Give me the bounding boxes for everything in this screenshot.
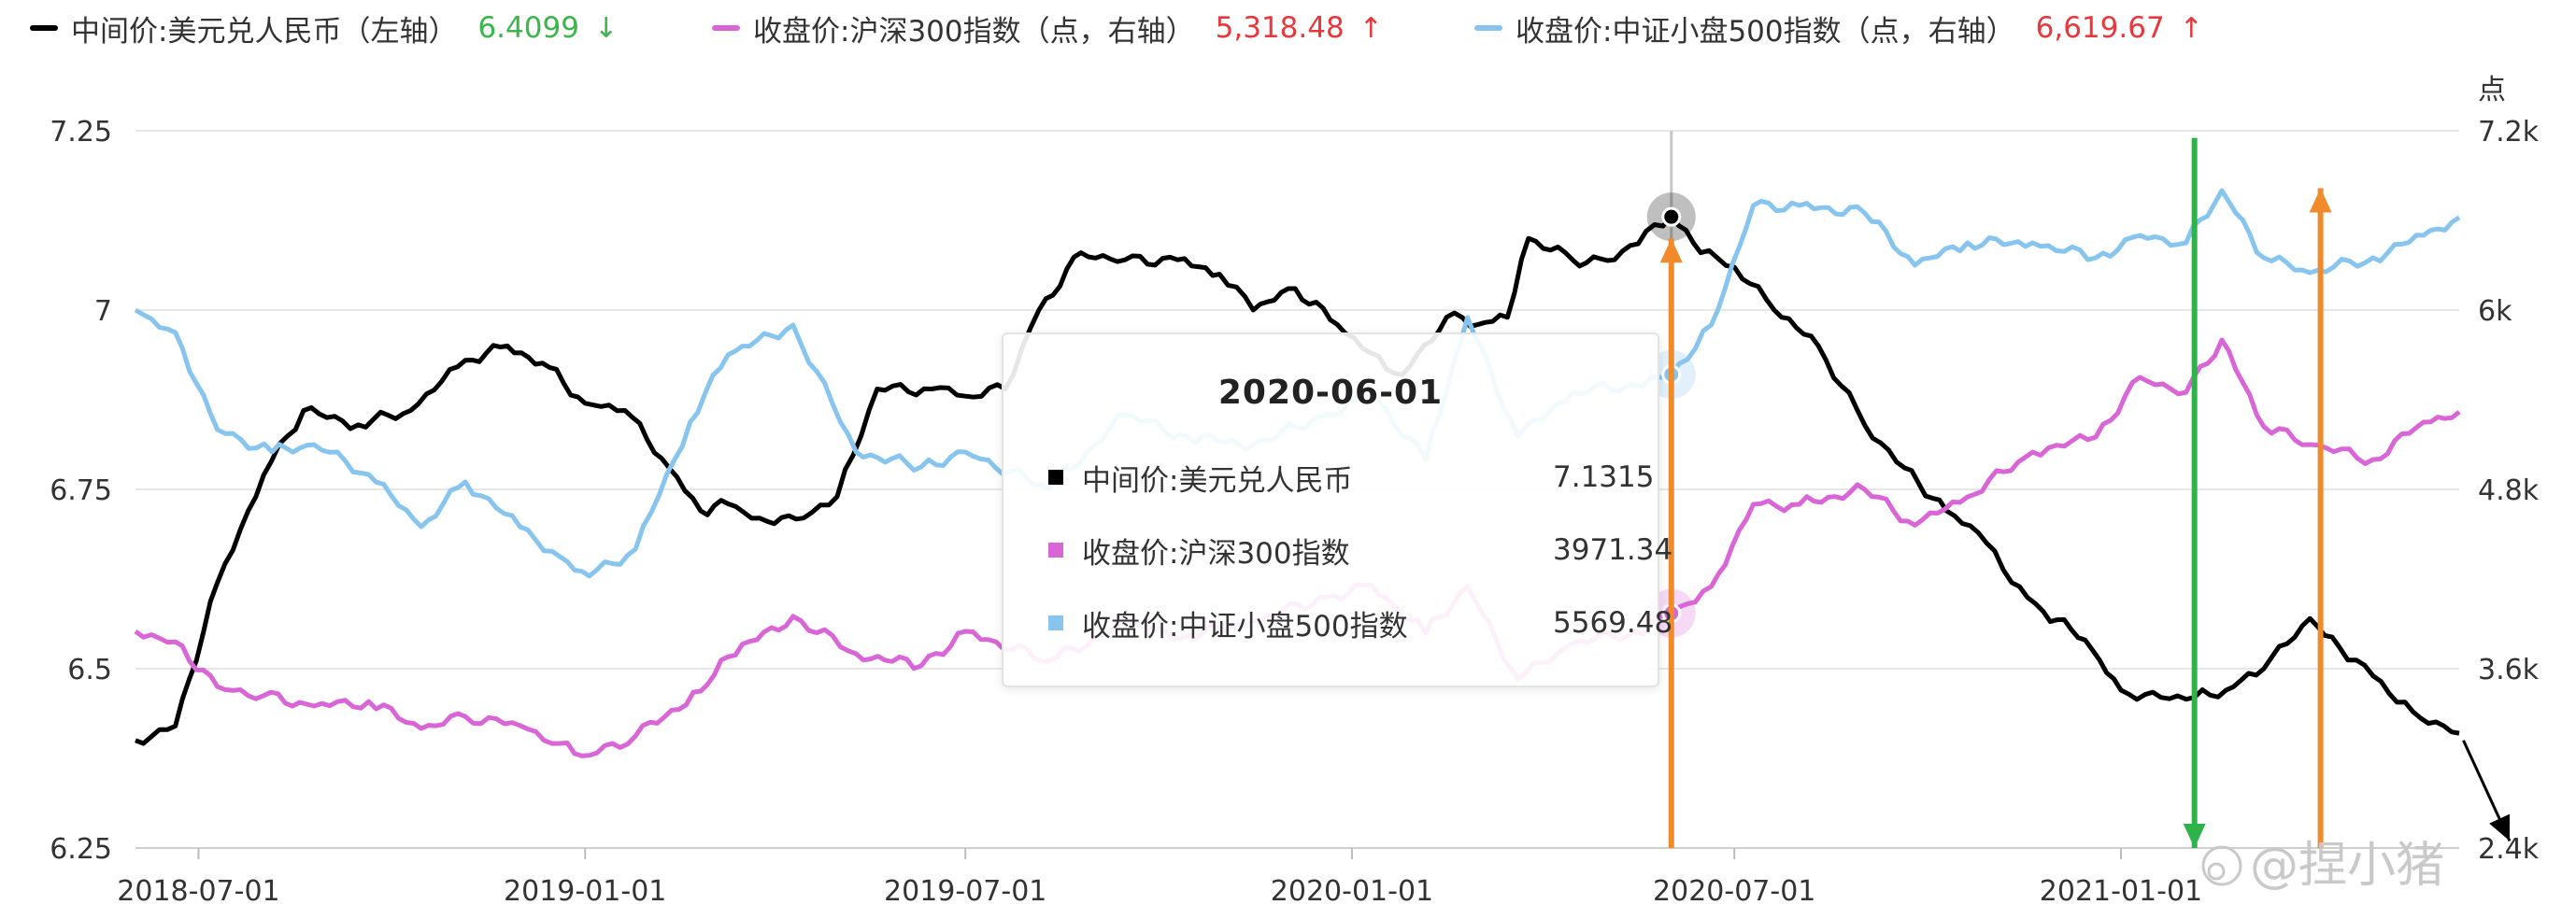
left-y-axis: 6.25 6.5 6.75 7 7.25 [50,116,112,866]
left-y-tick-label: 6.5 [67,654,112,686]
legend-label: 中间价:美元兑人民币（左轴） [71,14,458,49]
arrowhead-icon [2309,188,2332,213]
tooltip-series-name: 收盘价:中证小盘500指数 [1082,609,1408,643]
tooltip-series-value: 5569.48 [1553,606,1673,640]
watermark: @捏小猪 [2201,838,2444,894]
tooltip-series-value: 3971.34 [1553,533,1673,567]
tooltip-series-name: 收盘价:沪深300指数 [1082,536,1350,571]
right-y-tick-label: 6k [2478,295,2512,328]
x-tick-label: 2020-01-01 [1271,875,1433,908]
legend-swatch [30,25,58,31]
tooltip-row-usdcny: 中间价:美元兑人民币 7.1315 [1048,454,1674,501]
tooltip: 2020-06-01 中间价:美元兑人民币 7.1315 收盘价:沪深300指数… [1002,332,1672,687]
tooltip-swatch [1048,615,1063,630]
right-y-tick-label: 7.2k [2478,116,2540,148]
x-tick-label: 2020-07-01 [1653,875,1815,908]
left-y-tick-label: 7 [94,295,112,328]
legend-item-csi300[interactable]: 收盘价:沪深300指数（点，右轴） 5,318.48 ↑ [712,7,1383,49]
x-tick-label: 2018-07-01 [117,875,279,908]
tooltip-series-value: 7.1315 [1553,460,1655,494]
series-line-1 [135,214,2460,746]
right-y-tick-label: 3.6k [2478,654,2540,686]
tooltip-swatch [1048,470,1063,485]
left-y-tick-label: 7.25 [50,116,112,148]
x-axis: 2018-07-01 2019-01-01 2019-07-01 2020-01-01… [117,848,2202,908]
legend-value: 6.4099 [477,11,579,45]
tooltip-row-csi500: 收盘价:中证小盘500指数 5569.48 [1048,600,1674,646]
watermark-text: @捏小猪 [2250,838,2444,894]
legend-label: 收盘价:中证小盘500指数（点，右轴） [1516,14,2015,49]
arrowhead-icon [1659,238,1683,263]
tooltip-date: 2020-06-01 [1217,374,1444,412]
right-y-tick-label: 4.8k [2478,474,2540,507]
hover-point [1661,206,1682,227]
tooltip-series-name: 中间价:美元兑人民币 [1082,463,1353,498]
arrow-annotations [1659,137,2512,848]
arrowhead-icon [2489,813,2511,841]
legend-value: 6,619.67 [2035,11,2165,45]
tooltip-swatch [1048,543,1063,558]
right-axis-unit: 点 [2478,74,2506,106]
x-tick-label: 2021-01-01 [2040,875,2202,908]
legend-value: 5,318.48 [1215,11,1345,45]
left-y-tick-label: 6.25 [50,833,112,866]
x-tick-label: 2019-07-01 [884,875,1046,908]
legend-swatch [1474,25,1502,31]
legend-swatch [712,25,740,31]
legend-item-csi500[interactable]: 收盘价:中证小盘500指数（点，右轴） 6,619.67 ↑ [1474,7,2203,49]
arrow-down-icon: ↓ [593,11,619,45]
arrow-up-icon: ↑ [1359,11,1383,45]
legend-label: 收盘价:沪深300指数（点，右轴） [753,14,1195,49]
x-tick-label: 2019-01-01 [504,875,666,908]
left-y-tick-label: 6.75 [50,474,112,507]
weibo-icon [2201,845,2242,886]
chart-legend: 中间价:美元兑人民币（左轴） 6.4099 ↓ 收盘价:沪深300指数（点，右轴… [0,0,2576,56]
tooltip-row-csi300: 收盘价:沪深300指数 3971.34 [1048,527,1674,573]
arrowhead-icon [2183,824,2206,848]
arrow-up-icon: ↑ [2179,11,2203,45]
weibo-eye-icon [2207,862,2226,881]
legend-item-usdcny[interactable]: 中间价:美元兑人民币（左轴） 6.4099 ↓ [30,7,618,49]
